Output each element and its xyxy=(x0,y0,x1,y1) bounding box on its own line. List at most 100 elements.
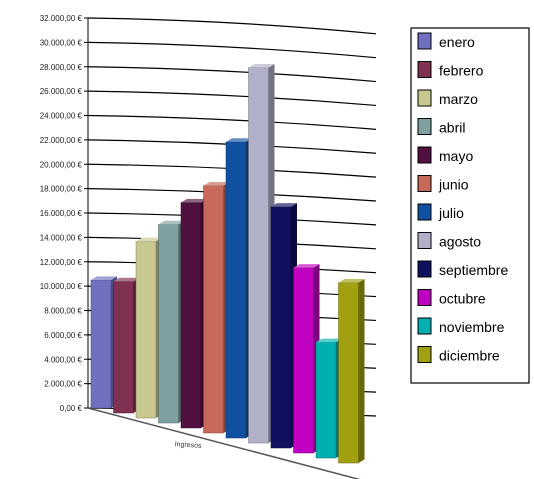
legend-item-agosto: agosto xyxy=(417,232,481,250)
legend-item-enero: enero xyxy=(417,32,475,50)
bar-top xyxy=(293,264,320,268)
bar-front xyxy=(270,206,292,449)
bar-top xyxy=(338,279,365,283)
bar-agosto xyxy=(248,64,275,444)
legend-swatch xyxy=(417,32,432,50)
bar-top xyxy=(271,203,297,207)
legend-swatch xyxy=(417,289,432,306)
y-tick-label: 24.000,00 € xyxy=(40,112,83,121)
bar-front xyxy=(158,224,179,424)
y-tick-label: 4.000,00 € xyxy=(44,355,82,364)
gridline xyxy=(87,17,377,35)
bar-top xyxy=(113,277,140,282)
legend-swatch xyxy=(417,89,432,107)
legend-label: septiembre xyxy=(439,262,508,278)
y-tick-label: 22.000,00 € xyxy=(40,136,83,145)
bar-febrero xyxy=(113,277,140,414)
gridline xyxy=(87,114,377,130)
bar-junio xyxy=(203,181,230,434)
bar-front xyxy=(90,279,112,409)
y-tick-label: 32.000,00 € xyxy=(40,14,83,23)
gridline xyxy=(87,41,377,59)
legend-label: julio xyxy=(438,205,464,221)
bar-mayo xyxy=(180,198,207,429)
legend-item-mayo: mayo xyxy=(417,146,473,164)
legend-label: junio xyxy=(438,177,469,193)
bar-octubre xyxy=(293,264,320,454)
legend-swatch xyxy=(417,146,432,164)
y-tick-label: 12.000,00 € xyxy=(40,258,83,267)
bar-top xyxy=(316,338,342,343)
bar-top xyxy=(91,276,117,281)
bar-top xyxy=(181,198,207,203)
bar-top xyxy=(226,138,252,142)
legend-swatch xyxy=(417,260,432,278)
legend-item-junio: junio xyxy=(417,175,469,193)
bar-enero xyxy=(90,276,117,409)
bar-abril xyxy=(158,220,185,424)
legend-swatch xyxy=(417,175,432,192)
y-tick-label: 2.000,00 € xyxy=(44,380,82,389)
y-tick-label: 16.000,00 € xyxy=(40,209,83,218)
legend: enero febrero marzo abril mayo junio julio agos… xyxy=(410,27,530,384)
bar-marzo xyxy=(135,237,162,419)
bars xyxy=(90,64,365,464)
x-axis: Ingresos xyxy=(174,441,202,450)
legend-item-octubre: octubre xyxy=(417,289,486,307)
y-axis: 32.000,00 € 30.000,00 € 28.000,00 € 26.000,… xyxy=(40,14,361,479)
legend-item-julio: julio xyxy=(417,203,464,221)
gridline xyxy=(87,90,377,107)
legend-label: octubre xyxy=(439,291,486,307)
y-tick-label: 8.000,00 € xyxy=(44,307,82,316)
legend-label: abril xyxy=(439,120,465,136)
y-tick-label: 6.000,00 € xyxy=(44,331,82,340)
bar-front xyxy=(113,281,134,414)
bar-noviembre xyxy=(315,338,342,459)
y-tick-label: 18.000,00 € xyxy=(40,185,83,194)
bar-front xyxy=(315,341,337,459)
legend-swatch xyxy=(417,346,432,363)
y-tick-label: 14.000,00 € xyxy=(40,233,83,242)
y-tick-label: 30.000,00 € xyxy=(40,38,83,47)
legend-label: noviembre xyxy=(439,319,505,335)
legend-item-marzo: marzo xyxy=(417,89,478,107)
legend-label: enero xyxy=(439,34,475,50)
legend-label: agosto xyxy=(439,234,481,250)
bar-top xyxy=(203,181,230,186)
legend-item-septiembre: septiembre xyxy=(417,260,508,278)
bar-diciembre xyxy=(338,279,365,464)
y-tick-label: 0,00 € xyxy=(60,404,83,413)
legend-label: marzo xyxy=(439,91,478,107)
legend-swatch xyxy=(417,203,432,221)
bar-septiembre xyxy=(270,203,297,449)
legend-item-febrero: febrero xyxy=(417,61,484,79)
bar-julio xyxy=(225,138,252,439)
bar-top xyxy=(248,64,275,68)
legend-label: mayo xyxy=(439,148,473,164)
x-category-label: Ingresos xyxy=(174,441,202,450)
bar-front xyxy=(225,141,247,439)
y-tick-label: 26.000,00 € xyxy=(40,87,83,96)
bar-front xyxy=(293,267,314,454)
gridline xyxy=(87,66,377,83)
legend-item-diciembre: diciembre xyxy=(417,346,500,364)
bar-front xyxy=(203,185,224,434)
legend-swatch xyxy=(417,118,432,135)
bar-front xyxy=(135,241,157,419)
bar-front xyxy=(338,282,359,464)
bar-front xyxy=(180,202,202,429)
bar-top xyxy=(158,220,185,225)
floor-line xyxy=(87,407,361,479)
legend-swatch xyxy=(417,232,432,249)
bar-front xyxy=(248,67,269,444)
legend-swatch xyxy=(417,317,432,335)
legend-swatch xyxy=(417,61,432,78)
bar-side xyxy=(358,279,365,463)
y-tick-label: 20.000,00 € xyxy=(40,160,83,169)
bar-top xyxy=(136,237,162,242)
legend-item-abril: abril xyxy=(417,118,465,136)
y-tick-label: 10.000,00 € xyxy=(40,282,83,291)
legend-label: diciembre xyxy=(439,348,500,364)
